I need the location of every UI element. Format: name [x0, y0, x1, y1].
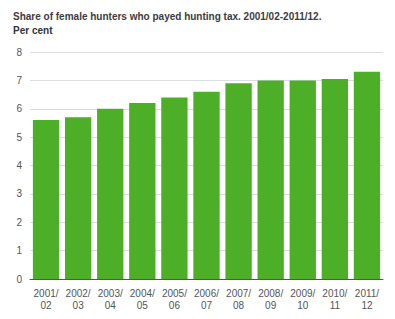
svg-text:Share of female hunters who pa: Share of female hunters who payed huntin… [13, 11, 322, 22]
svg-text:05: 05 [137, 300, 149, 311]
svg-text:6: 6 [16, 103, 22, 114]
svg-text:09: 09 [265, 300, 277, 311]
svg-text:2002/: 2002/ [66, 288, 91, 299]
svg-text:2005/: 2005/ [162, 288, 187, 299]
svg-text:2003/: 2003/ [98, 288, 123, 299]
svg-text:10: 10 [297, 300, 309, 311]
svg-text:8: 8 [16, 47, 22, 58]
svg-text:2: 2 [16, 217, 22, 228]
svg-text:1: 1 [16, 245, 22, 256]
svg-text:2004/: 2004/ [130, 288, 155, 299]
svg-text:4: 4 [16, 160, 22, 171]
svg-text:2008/: 2008/ [258, 288, 283, 299]
svg-text:04: 04 [105, 300, 117, 311]
svg-text:2007/: 2007/ [226, 288, 251, 299]
svg-text:12: 12 [361, 300, 373, 311]
svg-text:07: 07 [201, 300, 213, 311]
svg-text:02: 02 [40, 300, 52, 311]
svg-text:08: 08 [233, 300, 245, 311]
svg-text:11: 11 [330, 300, 341, 311]
svg-text:0: 0 [16, 274, 22, 285]
svg-text:3: 3 [16, 188, 22, 199]
svg-text:2010/: 2010/ [322, 288, 347, 299]
svg-text:06: 06 [169, 300, 181, 311]
svg-text:03: 03 [73, 300, 85, 311]
svg-text:5: 5 [16, 132, 22, 143]
svg-text:2006/: 2006/ [194, 288, 219, 299]
svg-text:Per cent: Per cent [13, 25, 53, 36]
svg-text:2001/: 2001/ [34, 288, 59, 299]
svg-text:2011/: 2011/ [355, 288, 380, 299]
svg-text:7: 7 [16, 75, 22, 86]
svg-text:2009/: 2009/ [290, 288, 315, 299]
